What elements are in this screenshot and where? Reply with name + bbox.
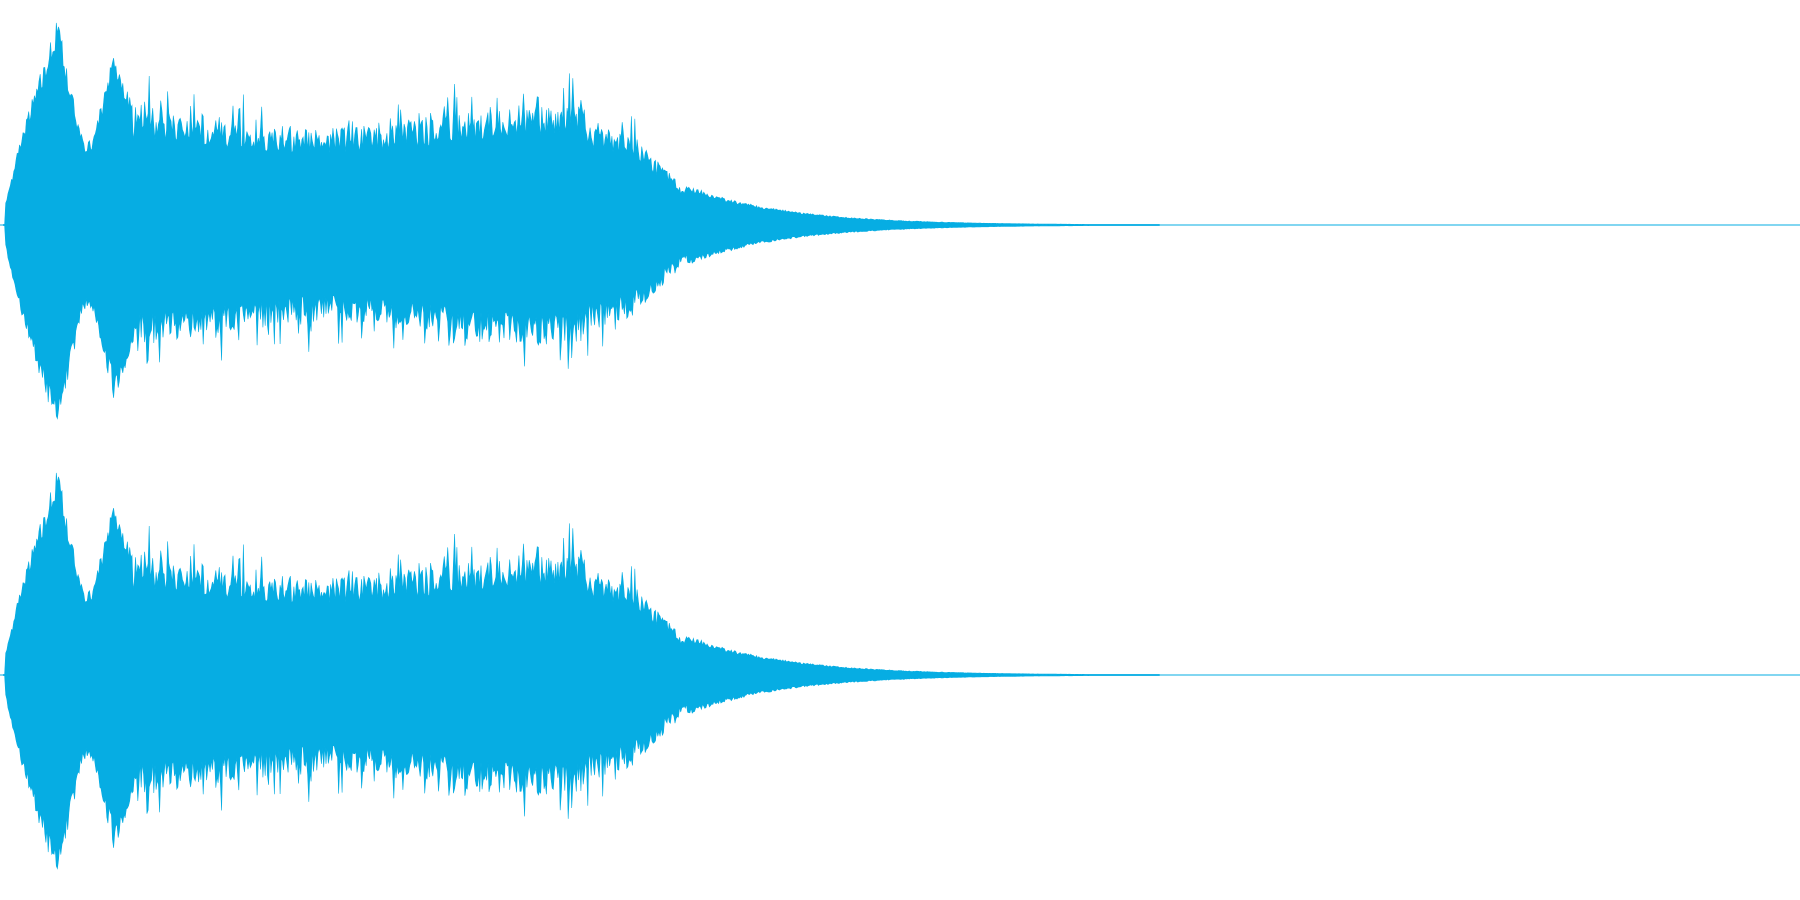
waveform-channel	[3, 472, 1160, 870]
waveform-channel	[3, 22, 1160, 420]
